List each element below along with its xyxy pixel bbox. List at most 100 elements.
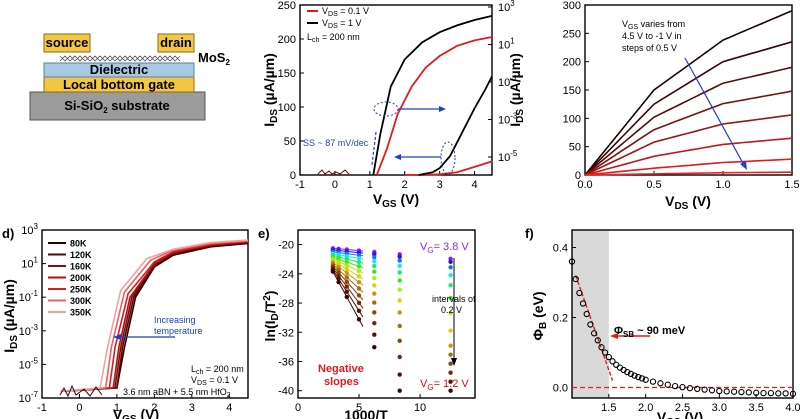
panel-c-ytick-label: 100 [563, 113, 581, 125]
vg-bottom-label: VG= 1.2 V [420, 378, 469, 392]
panel-e-xtick-label: 0 [295, 402, 301, 414]
panel-e-point [344, 259, 349, 265]
legend-vds-1: VDS = 1 V [322, 18, 362, 30]
panel-d-ytick-label: 10-5 [19, 356, 39, 371]
panel-e-point [397, 338, 402, 343]
panel-e-point [336, 279, 341, 285]
panel-c-series-7 [584, 171, 792, 176]
panel-f-xtick-label: 2.0 [638, 402, 653, 414]
panel-c-output-curves: 0.0 0.5 1.0 1.5 0 50 100 150 200 250 300 VGS varie… [563, 0, 800, 212]
panel-b-series-0 [375, 36, 493, 176]
panel-f-point [627, 370, 635, 378]
panel-c-series-4 [584, 114, 793, 176]
drain-contact [157, 33, 195, 53]
panel-e-point [356, 274, 362, 279]
panel-d-ytick-label: 103 [21, 222, 38, 237]
panel-e-point [356, 308, 362, 313]
panel-b-xtick-label: -1 [295, 179, 305, 191]
panel-f-xtick-label: 4.0 [785, 402, 800, 414]
panel-c-xtick-label: 0.5 [646, 179, 661, 191]
panel-e-point [448, 379, 453, 384]
panel-b-ytick-label: 150 [278, 68, 296, 80]
panel-f-point [738, 388, 745, 396]
panel-e-ytick-label: -20 [278, 240, 294, 252]
panel-e-point [397, 263, 402, 268]
panel-f-point [605, 353, 612, 361]
panel-d-series-4 [60, 240, 249, 393]
panel-e-ytick-label: -28 [278, 298, 294, 310]
panel-e-point [397, 323, 402, 329]
panel-f-point [767, 389, 775, 397]
phi-sb-label: ΦSB ~ 90 meV [614, 325, 686, 339]
panel-e-arrhenius: e) 0 5 10 -20 -24 -28 -32 -36 -40 VG= 3.8 V VG= … [258, 226, 476, 419]
panel-b-ytick-label: 100 [278, 102, 296, 114]
panel-e-point [372, 275, 377, 281]
panel-e-point [344, 275, 349, 280]
panel-d-xtick-label: 0 [76, 402, 82, 414]
panel-f-ticks: 1.5 2.0 2.5 3.0 3.5 4.0 0.4 0.2 0.0 [553, 243, 800, 415]
panel-c-series-1 [584, 41, 793, 176]
panel-b-xlabel: VGS (V) [373, 191, 419, 210]
panel-f-point [631, 372, 638, 379]
panel-e-point [356, 293, 362, 298]
panel-e-point [448, 283, 453, 288]
panel-e-points [330, 246, 453, 393]
drain-label: drain [160, 35, 192, 50]
panel-c-series-3 [584, 90, 793, 176]
panel-b-xtick-label: 3 [437, 179, 443, 191]
panel-b-series-1 [372, 15, 493, 176]
panel-e-point [372, 269, 377, 274]
panel-c-ticks: 0.0 0.5 1.0 1.5 0 50 100 150 200 250 300 [563, 0, 800, 191]
panel-c-ytick-label: 200 [563, 57, 581, 69]
panel-e-point [372, 291, 377, 296]
panel-e-point [397, 310, 402, 315]
panel-f-point [716, 387, 723, 395]
panel-f-ylabel: ΦB (eV) [530, 291, 549, 340]
negative-label: Negative [318, 363, 364, 375]
panel-c-series-6 [584, 158, 793, 176]
panel-d-xtick-label: 2 [151, 402, 157, 414]
panel-f-point [609, 358, 616, 365]
panel-c-curves [584, 9, 793, 176]
panel-e-point [448, 361, 453, 366]
panel-c-ytick-label: 0 [575, 170, 581, 182]
intervals-label-2: 0.2 V [441, 305, 462, 315]
device-schematic: Si-SiO2 substrate Local bottom gate Diel… [29, 33, 230, 121]
panel-e-point [344, 279, 349, 284]
panel-e-point [448, 343, 453, 348]
panel-d-ytick-label: 10-1 [19, 289, 39, 304]
dielectric-label: Dielectric [90, 62, 149, 77]
panel-f-point [598, 344, 605, 351]
panel-d-ticks: -1 0 1 2 3 4 103 101 10-1 10-3 10-5 10-7 [19, 222, 233, 414]
panel-e-point [330, 269, 336, 274]
panel-f-point [789, 390, 797, 397]
panel-c-note-line1: VGS varies from [622, 19, 685, 31]
panel-c-note-line3: steps of 0.5 V [622, 43, 677, 53]
panel-b-noise-floor [317, 169, 350, 175]
panel-d-xtick-label: 3 [189, 402, 195, 414]
panel-e-point [336, 270, 341, 275]
subthreshold-swing-label: SS ~ 87 mV/dec [303, 138, 369, 148]
panel-b-right-ytick-label: 101 [498, 37, 515, 52]
panel-f-point [642, 376, 649, 383]
panel-e-ylabel: ln(ID/T2) [262, 291, 281, 342]
panel-e-point [356, 280, 362, 285]
panel-e-point [448, 265, 453, 270]
panel-f-point [664, 381, 671, 388]
flatband-arrow-head [610, 333, 618, 339]
panel-f-point [624, 368, 631, 376]
dielectric-layer [43, 62, 195, 78]
panel-f-point [587, 321, 594, 328]
panel-e-ytick-label: -32 [278, 327, 294, 339]
panel-f-point [638, 375, 646, 382]
panel-e-point [397, 298, 402, 303]
panel-f-ytick-label: 0.0 [553, 383, 568, 395]
panel-b-ytick-label: 200 [278, 34, 296, 46]
panel-f-point [760, 389, 767, 397]
panel-c-ytick-label: 50 [569, 142, 581, 154]
panel-b-xtick-label: 1 [367, 179, 373, 191]
vgs-decrease-arrow-head [740, 161, 747, 170]
panel-e-point [372, 310, 377, 315]
